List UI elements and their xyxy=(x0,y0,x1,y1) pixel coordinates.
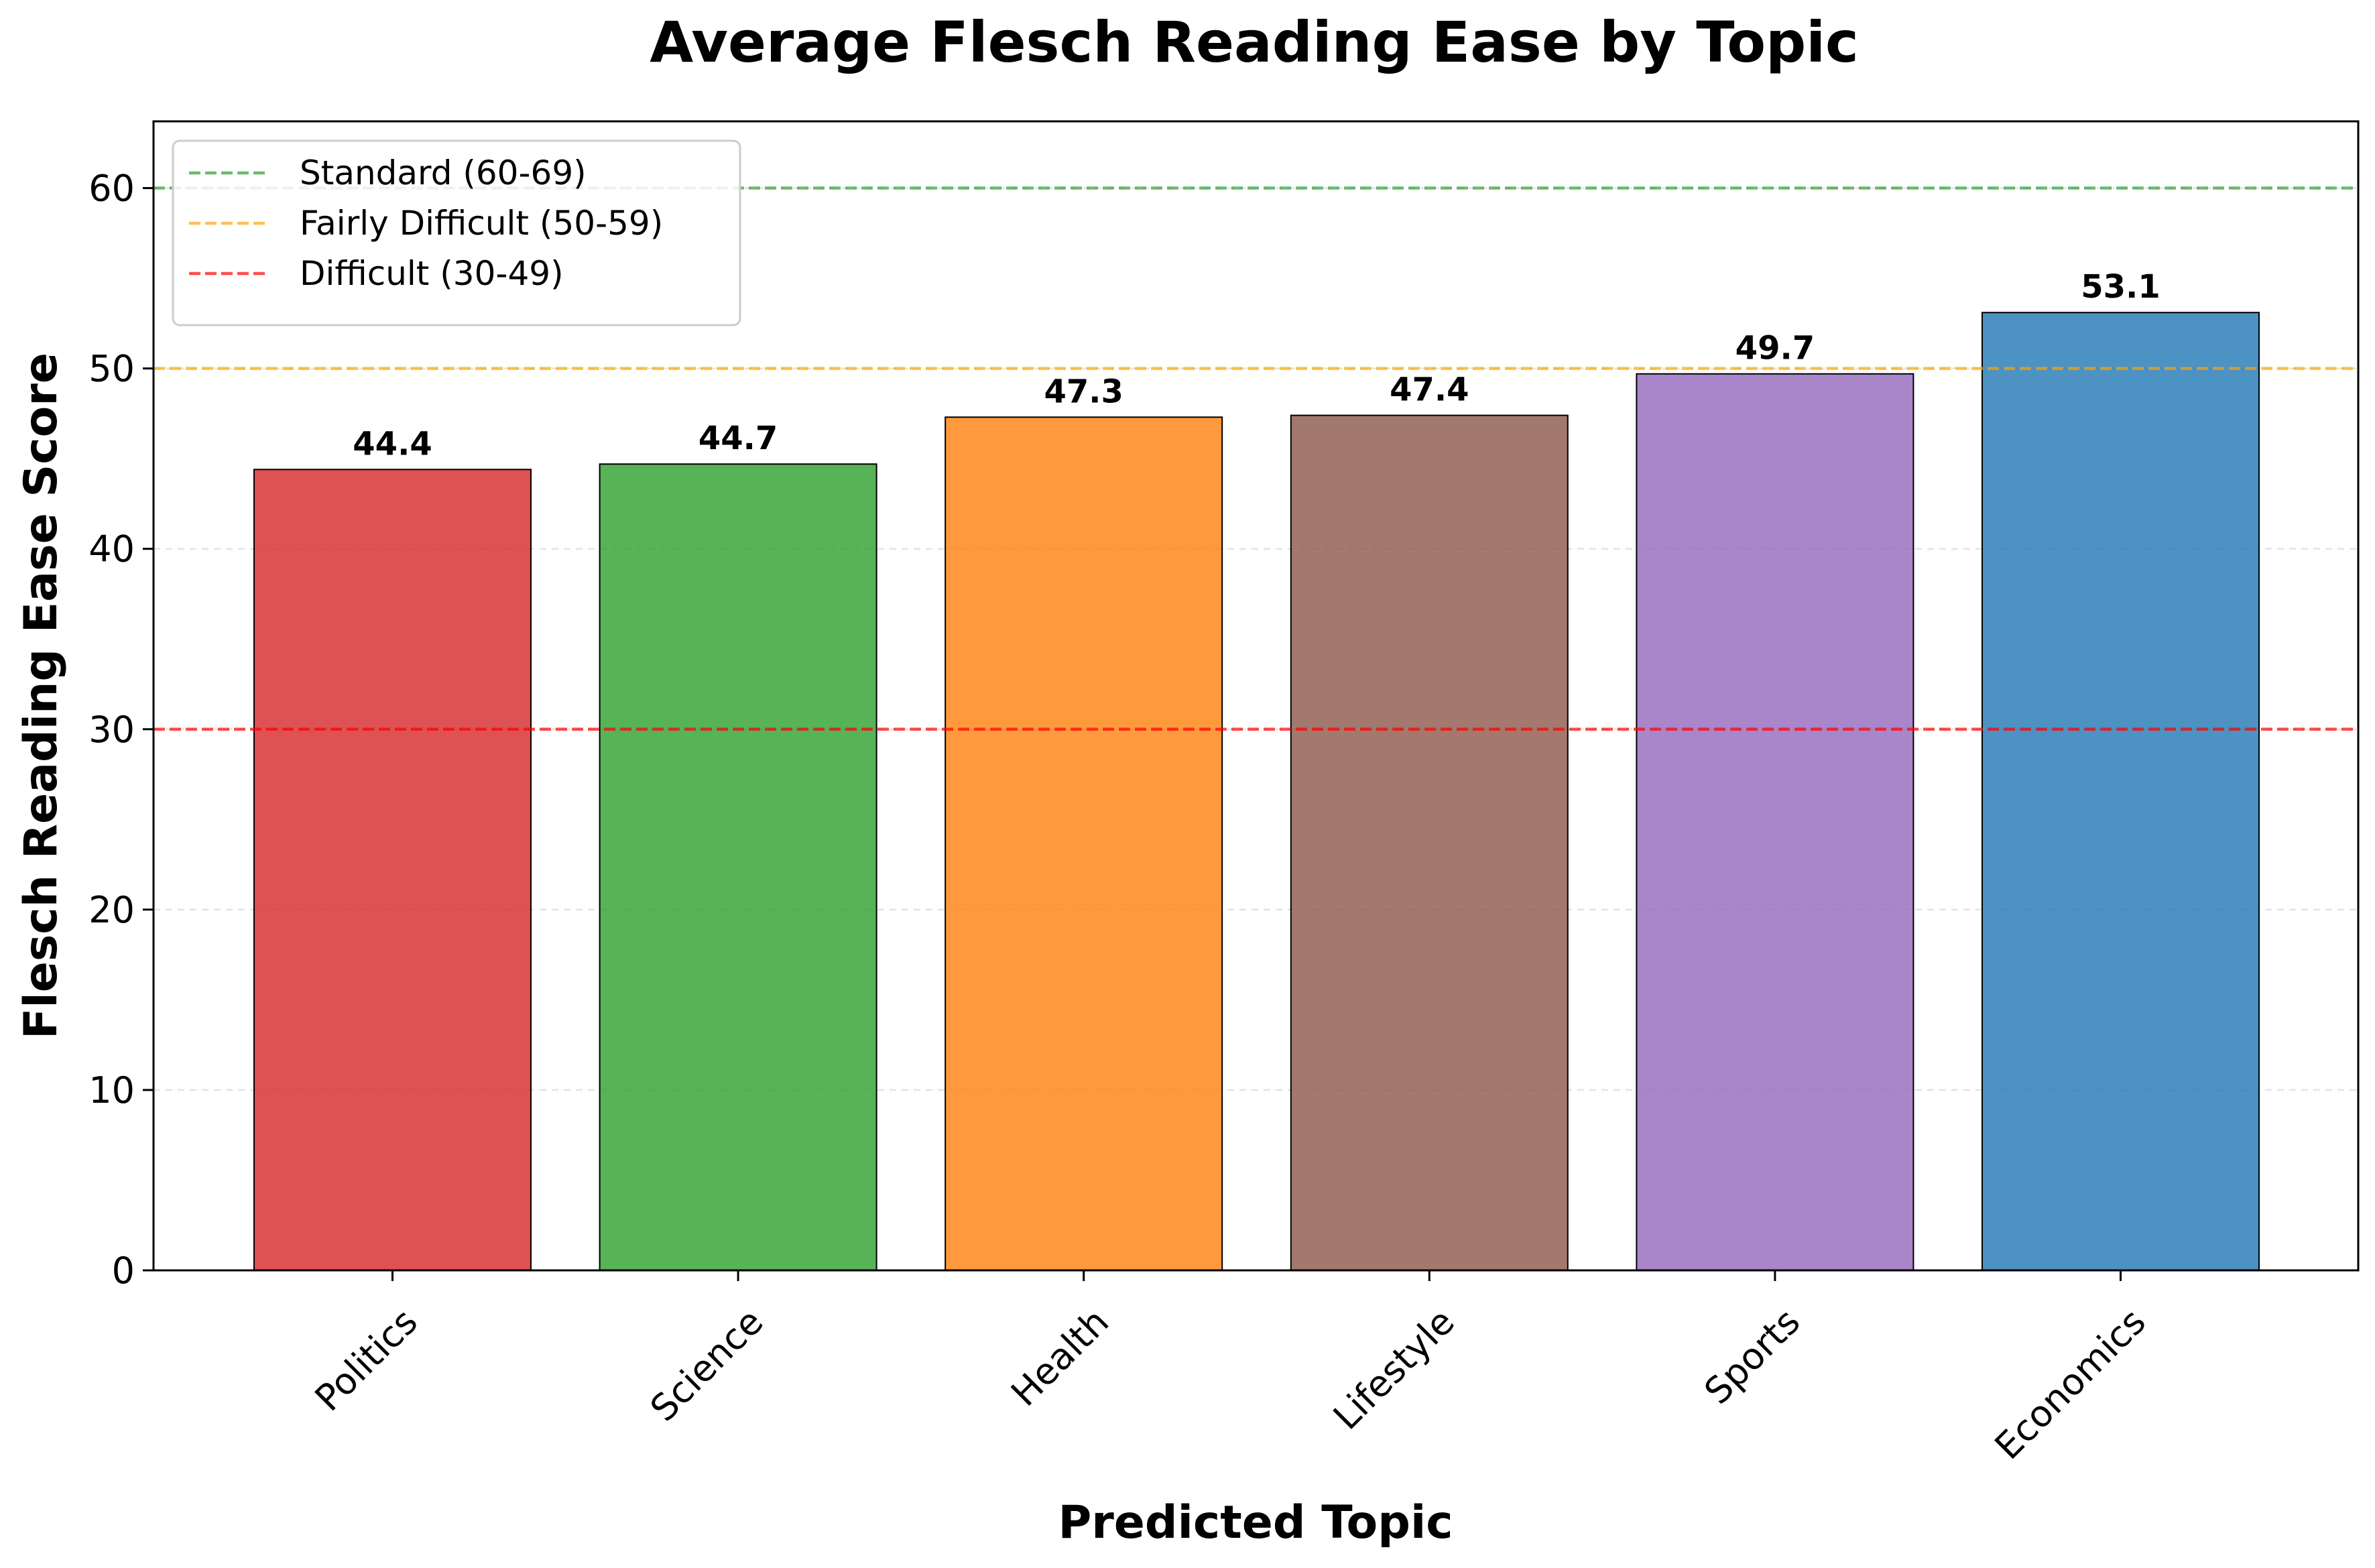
plot-area-frame xyxy=(152,120,2360,1272)
y-axis-title: Flesch Reading Ease Score xyxy=(15,353,68,1039)
y-tick-label: 10 xyxy=(88,1069,135,1111)
legend-box xyxy=(172,139,741,326)
bar xyxy=(1636,373,1914,1272)
bar xyxy=(253,469,532,1271)
chart-title: Average Flesch Reading Ease by Topic xyxy=(650,9,1859,75)
bars xyxy=(253,312,2260,1272)
bar xyxy=(599,463,877,1271)
legend-items: Standard (60-69) Fairly Difficult (50-59)… xyxy=(189,154,663,293)
bar xyxy=(1290,414,1569,1272)
bar-value-label: 47.4 xyxy=(1390,371,1469,409)
bar xyxy=(1982,312,2260,1271)
bar-value-label: 44.4 xyxy=(353,425,432,463)
legend-label: Fairly Difficult (50-59) xyxy=(300,204,663,243)
y-tick-label: 0 xyxy=(112,1250,135,1292)
bar-value-label: 47.3 xyxy=(1044,373,1123,410)
y-tick-label: 30 xyxy=(88,709,135,751)
legend: Standard (60-69) Fairly Difficult (50-59)… xyxy=(172,139,741,326)
bar-value-label: 49.7 xyxy=(1735,330,1815,367)
y-tick-label: 20 xyxy=(88,889,135,931)
legend-label: Difficult (30-49) xyxy=(300,254,564,293)
y-tick-label: 50 xyxy=(88,348,135,390)
reference-lines xyxy=(154,186,2358,731)
y-tick-label: 40 xyxy=(88,528,135,570)
y-tick-label: 60 xyxy=(88,168,135,210)
y-axis-ticks: 0 10 20 30 40 50 60 xyxy=(88,168,154,1292)
bar-value-labels: 44.4 44.7 47.3 47.4 49.7 53.1 xyxy=(353,268,2160,463)
x-axis-title: Predicted Topic xyxy=(1058,1496,1453,1549)
bar-value-label: 44.7 xyxy=(698,420,778,457)
bar-value-label: 53.1 xyxy=(2081,268,2160,306)
bar xyxy=(945,416,1223,1271)
legend-label: Standard (60-69) xyxy=(300,154,587,192)
